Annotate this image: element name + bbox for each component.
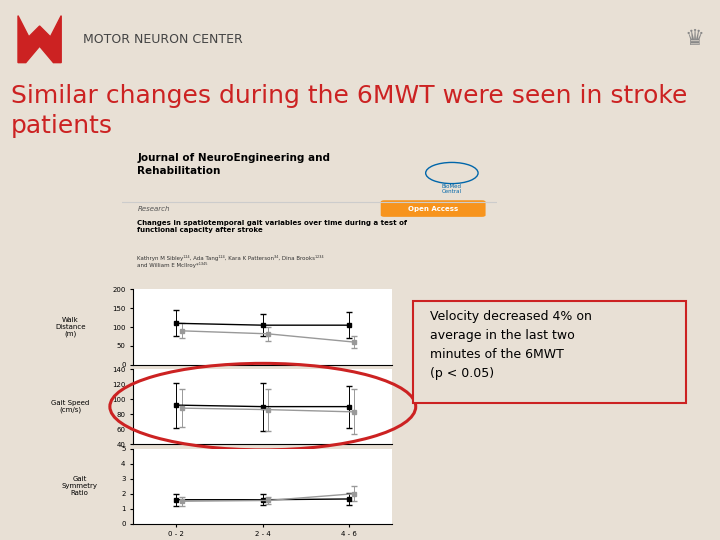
Text: ♛: ♛ bbox=[685, 29, 705, 49]
Text: Journal of NeuroEngineering and
Rehabilitation: Journal of NeuroEngineering and Rehabili… bbox=[138, 153, 330, 176]
Text: Research: Research bbox=[138, 206, 170, 212]
FancyBboxPatch shape bbox=[381, 200, 485, 217]
Y-axis label: Walk
Distance
(m): Walk Distance (m) bbox=[55, 317, 86, 338]
Text: Changes in spatiotemporal gait variables over time during a test of
functional c: Changes in spatiotemporal gait variables… bbox=[138, 220, 408, 233]
Text: Open Access: Open Access bbox=[408, 206, 458, 212]
Text: Velocity decreased 4% on
average in the last two
minutes of the 6MWT
(p < 0.05): Velocity decreased 4% on average in the … bbox=[430, 310, 592, 380]
Y-axis label: Gait
Symmetry
Ratio: Gait Symmetry Ratio bbox=[61, 476, 97, 496]
Y-axis label: Gait Speed
(cm/s): Gait Speed (cm/s) bbox=[51, 400, 89, 414]
FancyBboxPatch shape bbox=[413, 301, 686, 403]
Text: Kathryn M Sibley¹²⁴, Ada Tang¹²⁴, Kara K Patterson³⁴, Dina Brooks¹²³⁴
and Willia: Kathryn M Sibley¹²⁴, Ada Tang¹²⁴, Kara K… bbox=[138, 255, 324, 268]
Polygon shape bbox=[18, 16, 61, 63]
Text: MOTOR NEURON CENTER: MOTOR NEURON CENTER bbox=[83, 32, 243, 46]
Text: BioMed
Central: BioMed Central bbox=[442, 184, 462, 194]
Text: Similar changes during the 6MWT were seen in stroke
patients: Similar changes during the 6MWT were see… bbox=[12, 84, 688, 138]
